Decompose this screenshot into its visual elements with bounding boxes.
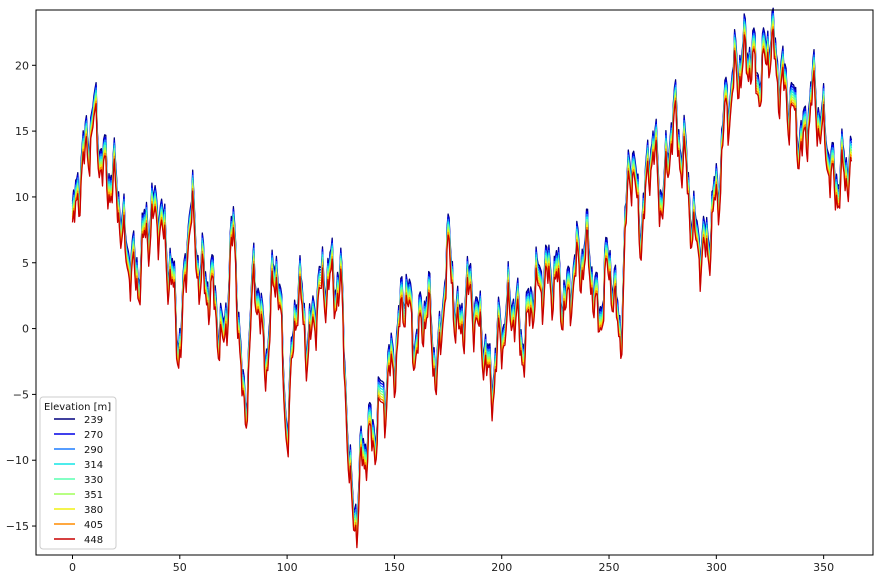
- x-tick-label: 250: [599, 561, 620, 574]
- legend-label-351: 351: [84, 490, 103, 501]
- y-tick-label: −15: [6, 520, 29, 533]
- x-tick-label: 300: [706, 561, 727, 574]
- legend-label-239: 239: [84, 415, 103, 426]
- x-tick-label: 0: [69, 561, 76, 574]
- legend-label-314: 314: [84, 460, 103, 471]
- legend-label-405: 405: [84, 520, 103, 531]
- y-tick-label: 20: [15, 59, 29, 72]
- x-tick-label: 150: [384, 561, 405, 574]
- legend-label-270: 270: [84, 430, 103, 441]
- legend-label-290: 290: [84, 445, 103, 456]
- y-tick-label: 0: [22, 323, 29, 336]
- axis-ticks: 0 50 100 150 200 250 300 350 −15 −10 −5 0 5 10 15 20: [6, 59, 834, 574]
- x-tick-label: 50: [173, 561, 187, 574]
- x-tick-label: 100: [277, 561, 298, 574]
- y-tick-label: −10: [6, 454, 29, 467]
- x-tick-label: 350: [813, 561, 834, 574]
- legend: Elevation [m] 239 270 290 314 330 351 380 405 448: [39, 396, 117, 550]
- series-line-448: [71, 28, 853, 549]
- y-tick-label: 15: [15, 125, 29, 138]
- legend-title: Elevation [m]: [44, 402, 111, 413]
- legend-label-448: 448: [84, 535, 103, 546]
- x-tick-label: 200: [491, 561, 512, 574]
- plot-frame: [35, 9, 874, 556]
- legend-box: [39, 396, 117, 550]
- y-tick-label: 10: [15, 191, 29, 204]
- legend-label-380: 380: [84, 505, 103, 516]
- y-tick-label: −5: [13, 388, 29, 401]
- legend-label-330: 330: [84, 475, 103, 486]
- series-lines: [71, 7, 853, 549]
- y-tick-label: 5: [22, 257, 29, 270]
